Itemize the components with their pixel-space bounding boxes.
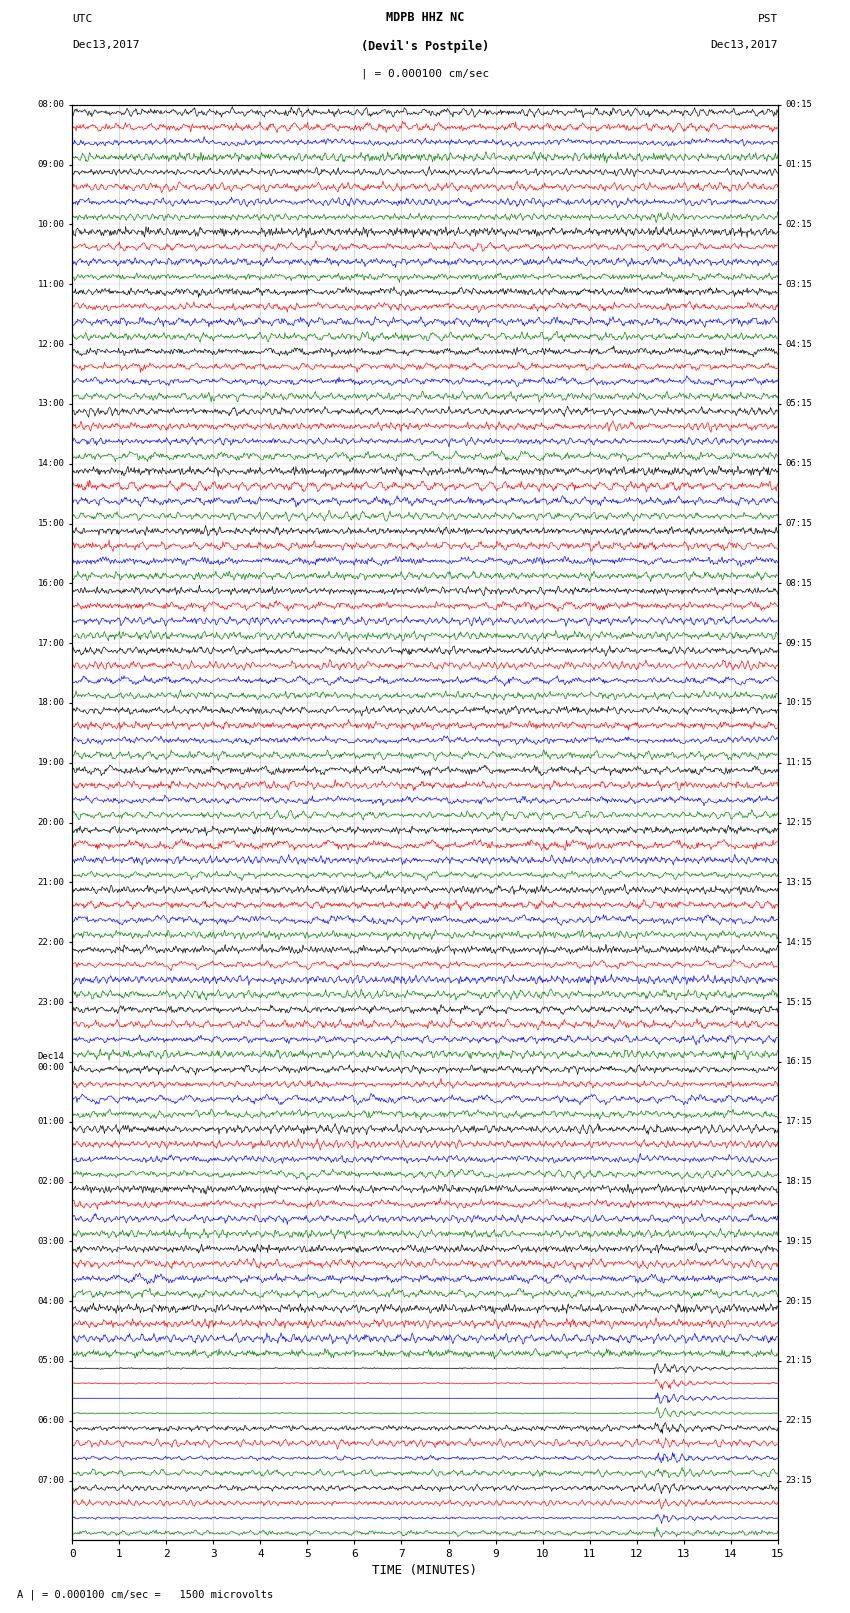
X-axis label: TIME (MINUTES): TIME (MINUTES) — [372, 1563, 478, 1576]
Text: UTC: UTC — [72, 15, 93, 24]
Text: A | = 0.000100 cm/sec =   1500 microvolts: A | = 0.000100 cm/sec = 1500 microvolts — [17, 1589, 273, 1600]
Text: PST: PST — [757, 15, 778, 24]
Text: Dec13,2017: Dec13,2017 — [72, 40, 139, 50]
Text: (Devil's Postpile): (Devil's Postpile) — [361, 40, 489, 53]
Text: | = 0.000100 cm/sec: | = 0.000100 cm/sec — [361, 68, 489, 79]
Text: MDPB HHZ NC: MDPB HHZ NC — [386, 11, 464, 24]
Text: Dec13,2017: Dec13,2017 — [711, 40, 778, 50]
